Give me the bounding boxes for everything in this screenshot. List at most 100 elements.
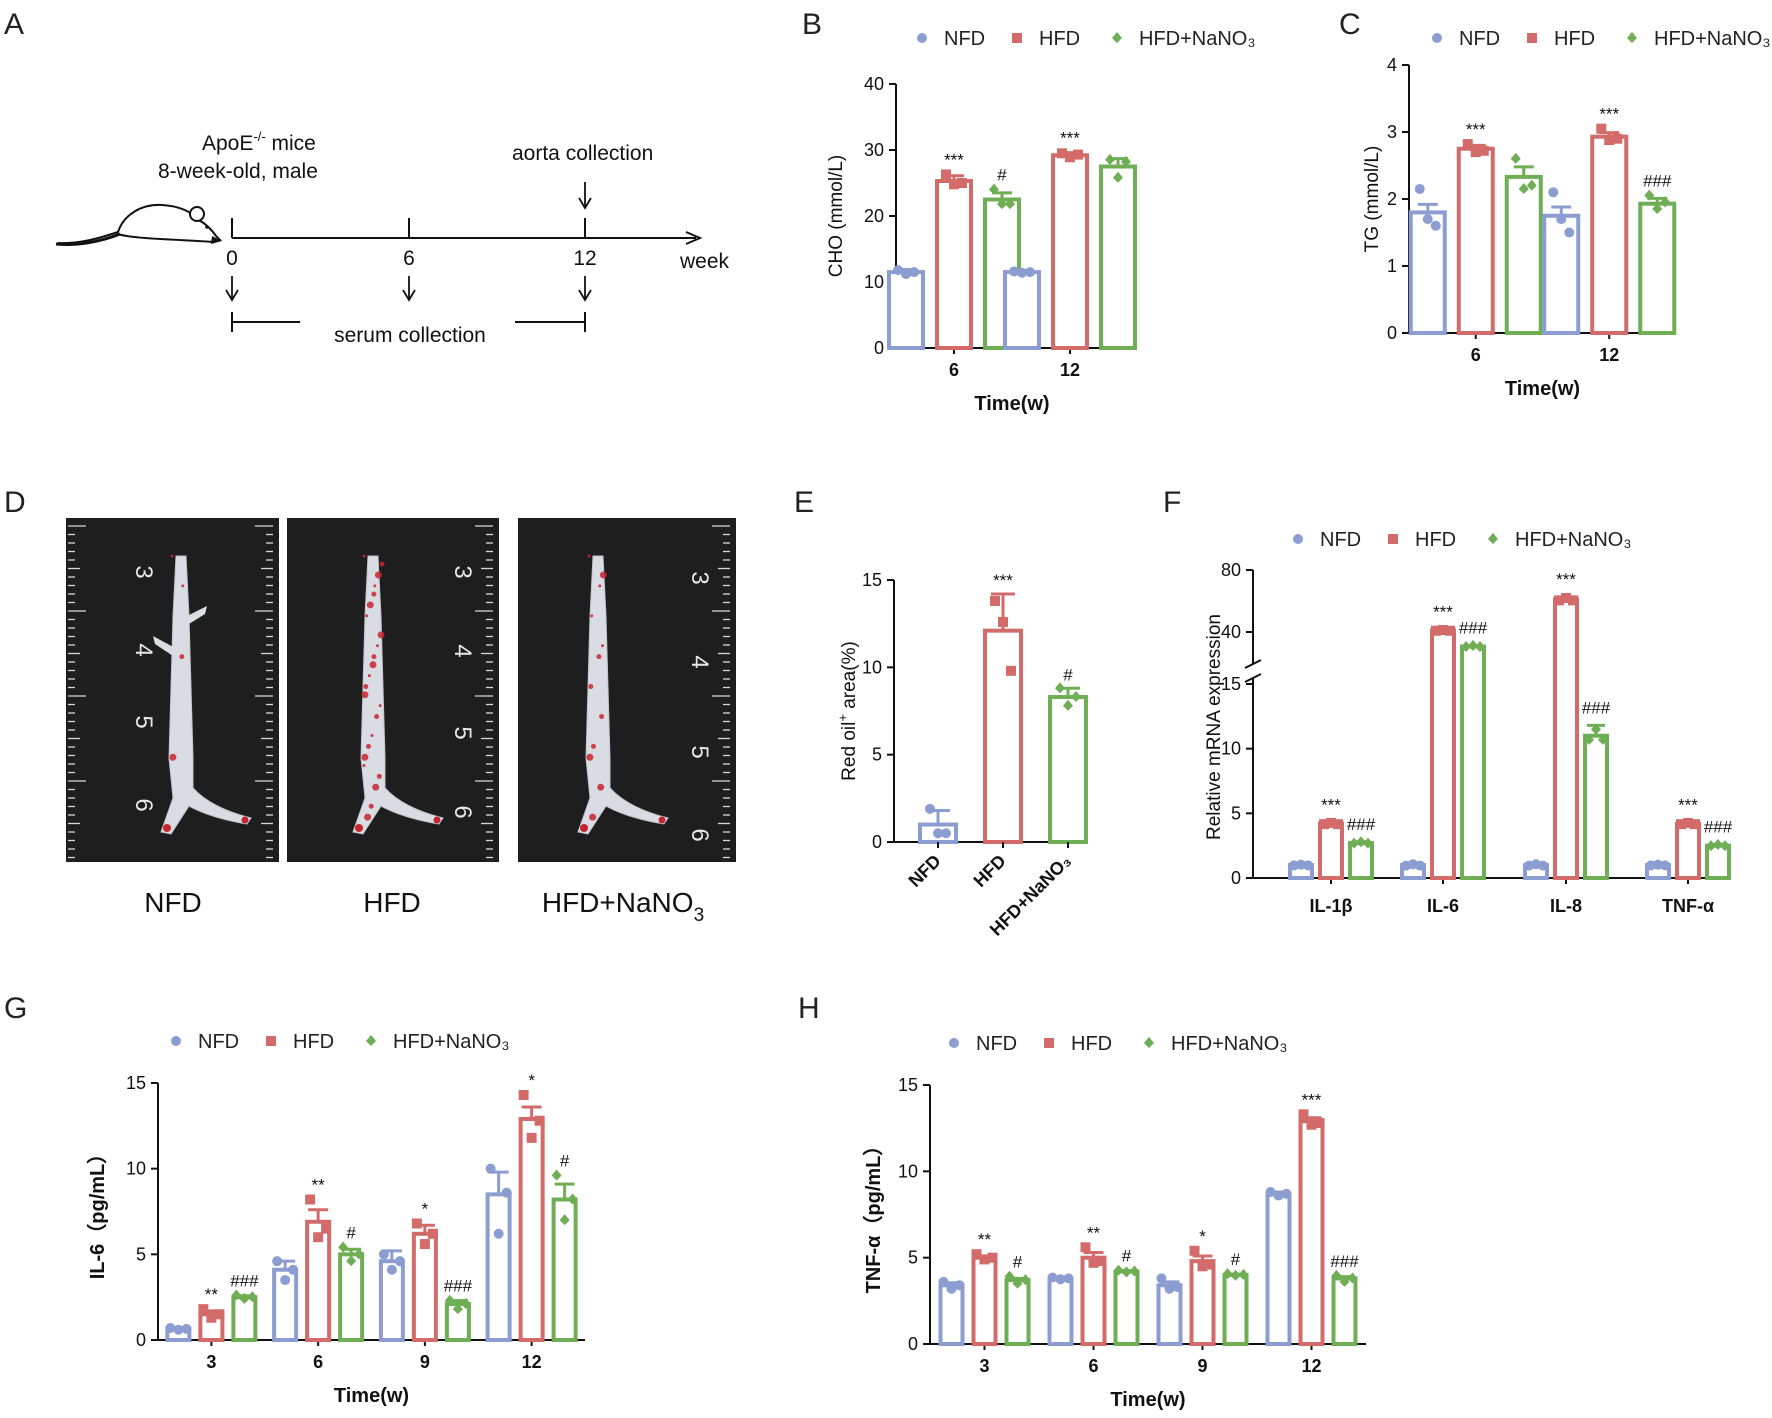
legend-label-nfd: NFD xyxy=(198,1031,239,1053)
bar-hfd-plus-nano3-tnf xyxy=(1705,843,1731,881)
y-tick-label: 0 xyxy=(872,832,882,852)
y-tick-label: 2 xyxy=(1387,189,1397,209)
point-hfd-tnf-3 xyxy=(1690,819,1700,830)
x-tick-label-il-8: IL-8 xyxy=(1550,896,1582,916)
point-hfd-il-1-3 xyxy=(1333,819,1343,830)
bar-hfd-6 xyxy=(1456,146,1495,335)
point-hfd-9-2 xyxy=(419,1239,430,1250)
plaque-spot xyxy=(580,824,588,832)
aorta-tissue xyxy=(577,555,669,835)
point-values-hfd-3 xyxy=(1006,665,1016,676)
serum-arrows xyxy=(225,276,592,302)
bar-hfd-il-8 xyxy=(1553,597,1579,880)
point-nfd-3-2 xyxy=(173,1324,184,1335)
y-tick-label: 10 xyxy=(864,272,884,292)
legend-marker-hfd-nano3 xyxy=(366,1035,376,1046)
point-nfd-12-2 xyxy=(1556,214,1567,225)
significance-hfd: *** xyxy=(993,571,1013,590)
y-tick-label: 10 xyxy=(1221,739,1241,759)
bar-hfd-12 xyxy=(1051,153,1089,350)
ruler-number-4: 4 xyxy=(449,644,476,657)
ruler-number-3: 3 xyxy=(449,565,476,578)
point-hfd-plus-nano3-6-2 xyxy=(997,198,1007,210)
point-nfd-9-1 xyxy=(378,1249,389,1260)
y-tick-label: 15 xyxy=(1221,674,1241,694)
point-hfd-plus-nano3-tnf-1 xyxy=(1706,840,1716,852)
legend-marker-hfd-nano3 xyxy=(1488,533,1498,544)
point-nfd-6-2 xyxy=(280,1275,291,1286)
timeline-arrowhead xyxy=(685,231,703,245)
point-nfd-12-1 xyxy=(1548,187,1559,198)
significance-hfd-plus-nano3-3: ### xyxy=(230,1271,259,1290)
significance-hfd-9: * xyxy=(422,1199,429,1218)
aorta-photo-nfd: 3 4 5 6 xyxy=(66,518,279,862)
bar-hfd-plus-nano3-12 xyxy=(1099,164,1137,350)
panel-label-a: A xyxy=(4,8,24,41)
plaque-spot xyxy=(163,824,171,832)
point-values-hfd-plus-nano3-2 xyxy=(1063,699,1073,711)
mice-label: ApoE-/- mice xyxy=(202,129,316,155)
point-nfd-12-3 xyxy=(1564,227,1575,238)
plaque-spot xyxy=(658,816,666,824)
bar-hfd-6 xyxy=(1080,1255,1107,1346)
point-hfd-plus-nano3-9-1 xyxy=(1222,1268,1233,1280)
significance-hfd-12: *** xyxy=(1599,105,1619,124)
point-hfd-9-1 xyxy=(1189,1245,1200,1256)
point-hfd-12-3 xyxy=(1073,149,1083,160)
significance-hfd-plus-nano3-12: # xyxy=(560,1152,570,1171)
point-nfd-6-3 xyxy=(288,1264,299,1275)
point-nfd-il-6-3 xyxy=(1415,860,1425,871)
point-hfd-6-2 xyxy=(313,1232,324,1243)
x-axis-title: Time(w) xyxy=(974,393,1049,415)
point-hfd-plus-nano3-il-8-2 xyxy=(1591,723,1601,735)
plaque-spot xyxy=(361,691,369,699)
x-tick-label-12: 12 xyxy=(1301,1356,1321,1376)
point-hfd-9-1 xyxy=(411,1218,422,1229)
significance-hfd-plus-nano3-6: # xyxy=(346,1223,356,1242)
point-hfd-12-3 xyxy=(1612,133,1623,144)
legend-label-hfd: HFD xyxy=(293,1031,334,1053)
x-tick-label-6: 6 xyxy=(313,1352,323,1372)
point-hfd-plus-nano3-12-3 xyxy=(1347,1272,1358,1284)
legend-label-hfd-plus-nano3: HFD+NaNO₃ xyxy=(1515,529,1632,551)
significance-hfd-il-6: *** xyxy=(1433,603,1453,622)
significance-hfd-plus-nano3: # xyxy=(1063,665,1073,684)
y-tick-label: 4 xyxy=(1387,55,1397,75)
point-hfd-3-3 xyxy=(214,1309,225,1320)
point-hfd-plus-nano3-12-3 xyxy=(567,1193,578,1205)
point-hfd-plus-nano3-il-6-3 xyxy=(1475,640,1485,652)
x-tick-label-nfd: NFD xyxy=(905,851,945,891)
plaque-spot xyxy=(170,554,174,558)
x-tick-label-3: 3 xyxy=(979,1356,989,1376)
point-nfd-9-2 xyxy=(386,1264,397,1275)
ruler-number-5: 5 xyxy=(449,726,476,739)
point-hfd-plus-nano3-6-3 xyxy=(1526,179,1537,191)
plaque-spot xyxy=(366,743,371,749)
bar-hfd-plus-nano3-il-1 xyxy=(1348,841,1374,881)
photo-label-nfd: NFD xyxy=(144,887,202,918)
panel-h-tnfa-chart: H NFD HFD HFD+NaNO₃ 0 5 10 15 TNF-α（pg/mL） Time(w… xyxy=(798,992,1366,1411)
point-hfd-plus-nano3-6-1 xyxy=(1113,1264,1124,1276)
point-nfd-12-3 xyxy=(1281,1188,1292,1199)
y-tick-label: 3 xyxy=(1387,122,1397,142)
bar-nfd-6 xyxy=(1047,1276,1074,1347)
legend-marker-hfd-nano3 xyxy=(1144,1037,1154,1048)
plaque-spot xyxy=(362,554,366,558)
x-tick-label-12: 12 xyxy=(522,1352,542,1372)
plaque-spot xyxy=(179,654,185,660)
x-tick-label-6: 6 xyxy=(1088,1356,1098,1376)
aorta-branch xyxy=(153,636,175,656)
point-hfd-plus-nano3-il-6-1 xyxy=(1461,640,1471,652)
point-hfd-plus-nano3-6-1 xyxy=(989,183,999,195)
point-hfd-plus-nano3-6-2 xyxy=(1518,182,1529,194)
plaque-spot xyxy=(364,813,372,821)
bar-hfd-plus-nano3-6 xyxy=(1113,1269,1140,1346)
mouse-icon xyxy=(55,203,222,246)
bar-hfd xyxy=(983,628,1023,844)
plaque-spot xyxy=(365,614,369,618)
point-hfd-il-8-2 xyxy=(1561,593,1571,604)
plaque-spot xyxy=(597,783,605,791)
ruler-number-6: 6 xyxy=(449,805,476,818)
x-tick-label-12: 12 xyxy=(1599,345,1619,365)
y-tick-label: 5 xyxy=(872,745,882,765)
